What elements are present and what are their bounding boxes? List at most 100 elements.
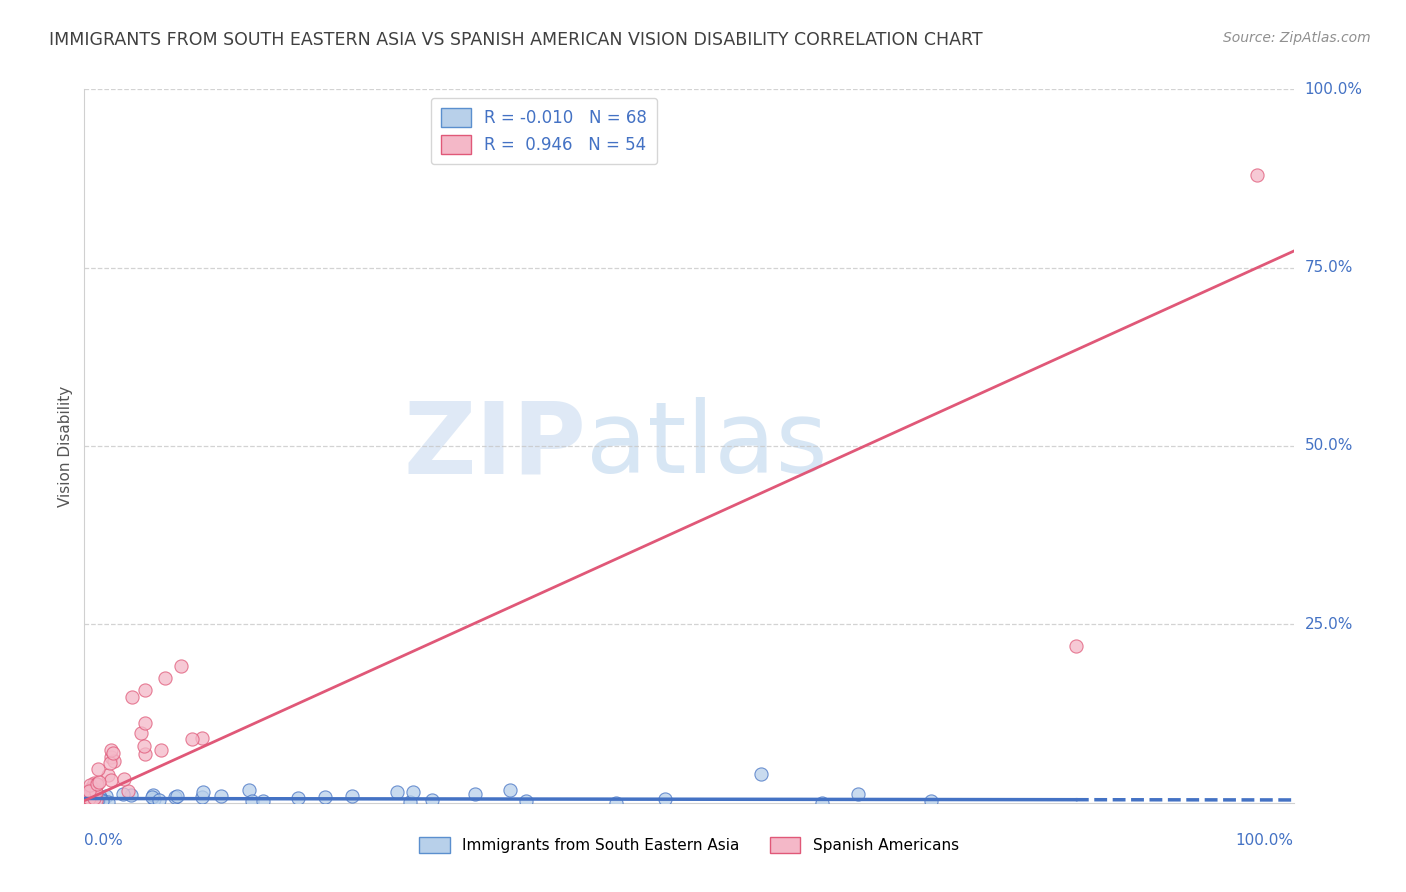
Point <box>181 732 204 747</box>
Point <box>340 789 363 803</box>
Point <box>191 731 214 745</box>
Point <box>77 794 100 808</box>
Point <box>402 785 425 799</box>
Point <box>76 795 98 809</box>
Text: ZIP: ZIP <box>404 398 586 494</box>
Point <box>75 795 97 809</box>
Point <box>76 791 98 805</box>
Point <box>79 793 101 807</box>
Text: 50.0%: 50.0% <box>1305 439 1353 453</box>
Point <box>129 726 152 740</box>
Point <box>121 690 143 704</box>
Point <box>846 787 869 801</box>
Point <box>75 792 97 806</box>
Text: Source: ZipAtlas.com: Source: ZipAtlas.com <box>1223 31 1371 45</box>
Point <box>73 791 96 805</box>
Point <box>75 792 97 806</box>
Point <box>76 794 98 808</box>
Point <box>103 746 125 760</box>
Point <box>132 739 155 754</box>
Point <box>166 789 188 803</box>
Point <box>75 796 97 810</box>
Point <box>76 792 98 806</box>
Text: atlas: atlas <box>586 398 828 494</box>
Point <box>76 790 98 805</box>
Point <box>76 789 98 804</box>
Point <box>98 756 121 770</box>
Point <box>82 792 104 806</box>
Point <box>83 776 105 790</box>
Point <box>89 789 111 804</box>
Point <box>77 795 100 809</box>
Point <box>1246 168 1268 182</box>
Point <box>75 792 97 806</box>
Point <box>141 790 163 805</box>
Point <box>751 767 773 781</box>
Point <box>142 788 165 802</box>
Point <box>90 793 112 807</box>
Point <box>920 794 942 808</box>
Point <box>1064 639 1087 653</box>
Point <box>79 778 101 792</box>
Point <box>209 789 232 804</box>
Point <box>654 792 676 806</box>
Point <box>398 795 420 809</box>
Text: 75.0%: 75.0% <box>1305 260 1353 275</box>
Point <box>112 788 135 802</box>
Point <box>79 784 101 798</box>
Point <box>143 792 166 806</box>
Point <box>314 789 336 804</box>
Point <box>100 742 122 756</box>
Point <box>76 794 98 808</box>
Point <box>79 785 101 799</box>
Point <box>76 790 98 805</box>
Point <box>112 772 135 787</box>
Point <box>148 793 170 807</box>
Point <box>86 794 108 808</box>
Point <box>605 796 627 810</box>
Point <box>238 783 260 797</box>
Point <box>76 795 98 809</box>
Point <box>191 790 214 805</box>
Text: IMMIGRANTS FROM SOUTH EASTERN ASIA VS SPANISH AMERICAN VISION DISABILITY CORRELA: IMMIGRANTS FROM SOUTH EASTERN ASIA VS SP… <box>49 31 983 49</box>
Point <box>76 793 98 807</box>
Point <box>134 747 156 761</box>
Point <box>76 790 98 805</box>
Point <box>163 789 186 804</box>
Point <box>811 796 834 810</box>
Point <box>76 794 98 808</box>
Point <box>83 789 105 804</box>
Point <box>83 790 105 805</box>
Point <box>387 785 409 799</box>
Point <box>97 767 120 781</box>
Point <box>515 794 537 808</box>
Point <box>422 793 444 807</box>
Point <box>100 750 122 764</box>
Point <box>75 791 97 805</box>
Point <box>79 790 101 805</box>
Point <box>464 787 486 801</box>
Text: 100.0%: 100.0% <box>1236 833 1294 848</box>
Point <box>79 792 101 806</box>
Point <box>76 790 98 805</box>
Point <box>103 754 125 768</box>
Point <box>76 796 98 810</box>
Point <box>96 789 118 803</box>
Point <box>83 792 105 806</box>
Point <box>87 762 110 776</box>
Point <box>498 783 520 797</box>
Point <box>153 671 176 685</box>
Point <box>87 792 110 806</box>
Point <box>170 659 193 673</box>
Point <box>76 793 98 807</box>
Point <box>75 795 97 809</box>
Point <box>84 777 107 791</box>
Legend: Immigrants from South Eastern Asia, Spanish Americans: Immigrants from South Eastern Asia, Span… <box>413 831 965 859</box>
Point <box>84 794 107 808</box>
Point <box>73 791 96 805</box>
Point <box>120 788 142 802</box>
Point <box>79 795 101 809</box>
Point <box>86 776 108 790</box>
Point <box>84 781 107 796</box>
Point <box>75 794 97 808</box>
